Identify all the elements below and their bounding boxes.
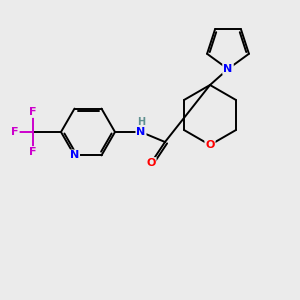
Text: H: H <box>137 117 145 127</box>
Text: F: F <box>29 147 37 157</box>
Text: O: O <box>205 140 215 150</box>
Text: N: N <box>70 150 79 161</box>
Text: F: F <box>29 107 37 117</box>
Text: F: F <box>11 127 19 137</box>
Text: N: N <box>224 64 232 74</box>
Text: O: O <box>146 158 156 168</box>
Text: N: N <box>224 64 232 74</box>
Text: N: N <box>136 127 146 137</box>
